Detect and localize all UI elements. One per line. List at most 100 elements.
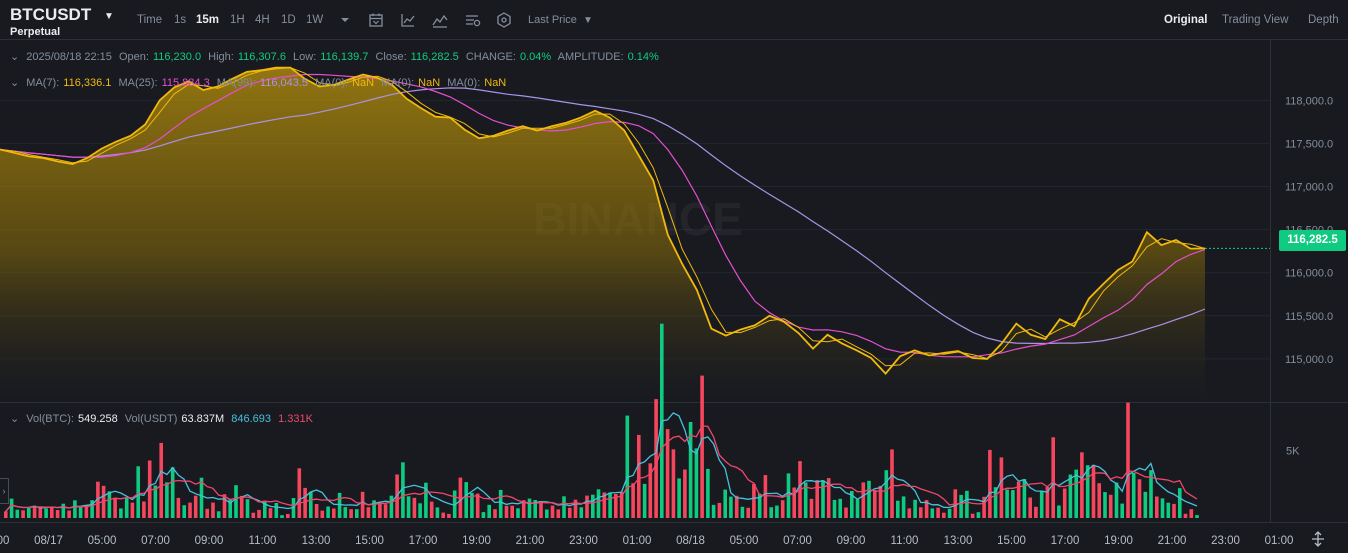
vol-ma10-value: 1.331K <box>278 413 313 425</box>
view-trading-view[interactable]: Trading View <box>1222 14 1289 26</box>
time-tick-label: 05:00 <box>88 535 117 547</box>
volume-bar <box>55 510 60 518</box>
chevron-right-icon[interactable]: › <box>0 478 9 504</box>
volume-bar <box>723 489 727 518</box>
volume-bar <box>487 504 491 518</box>
volume-bar <box>170 467 175 518</box>
close-value: 116,282.5 <box>410 51 459 63</box>
chevron-down-icon[interactable] <box>336 11 354 29</box>
volume-bar <box>579 507 584 518</box>
volume-bar <box>930 508 935 518</box>
ma99-line <box>0 87 1206 345</box>
volume-bar <box>591 494 595 518</box>
volume-bar <box>1022 479 1027 518</box>
collapse-chevron-icon[interactable]: ⌄ <box>10 51 20 63</box>
volume-bar <box>493 509 497 518</box>
timeframe-4h[interactable]: 4H <box>255 14 270 26</box>
volume-axis: 5K <box>1286 446 1300 458</box>
price-tick-label: 117,000.0 <box>1285 182 1333 194</box>
ma25-value: 115,884.3 <box>161 77 210 89</box>
volume-bar <box>665 429 670 518</box>
volume-bar <box>153 485 158 518</box>
ma7-label: MA(7): <box>26 77 60 89</box>
amplitude-value: 0.14% <box>627 51 659 63</box>
volume-bar <box>418 503 422 518</box>
time-tick-label: 19:00 <box>1104 535 1133 547</box>
ma0-value: NaN <box>484 77 507 89</box>
volume-bar <box>757 493 762 518</box>
ma-legend: ⌄ MA(7): 116,336.1 MA(25): 115,884.3 MA(99… <box>10 76 510 89</box>
ma99-value: 116,043.5 <box>259 77 309 89</box>
hexagon-settings-icon[interactable] <box>495 11 513 29</box>
ma0-label: MA(0): <box>447 77 481 89</box>
volume-bar <box>884 470 889 518</box>
volume-bar <box>96 481 100 518</box>
price-tick-label: 116,000.0 <box>1285 268 1333 280</box>
area-chart-icon[interactable] <box>431 11 449 29</box>
volume-bar <box>326 506 330 518</box>
volume-bar <box>550 505 555 518</box>
ma0-value: NaN <box>418 77 441 89</box>
time-tick-label: 21:00 <box>516 535 545 547</box>
view-original[interactable]: Original <box>1164 14 1208 26</box>
toolbar-divider <box>0 39 1348 40</box>
volume-bar <box>1080 452 1084 518</box>
volume-bar <box>677 478 681 518</box>
volume-bar <box>159 442 163 518</box>
volume-bar <box>602 492 607 518</box>
timeframe-15m[interactable]: 15m <box>196 14 220 26</box>
change-value: 0.04% <box>519 51 552 63</box>
volume-bar <box>746 507 750 518</box>
volume-bar <box>4 511 8 518</box>
collapse-chevron-icon[interactable]: ⌄ <box>10 413 20 425</box>
volume-bar <box>101 485 106 518</box>
timeframe-time[interactable]: Time <box>137 14 163 26</box>
volume-bar <box>1155 496 1159 518</box>
volume-bar <box>441 512 445 518</box>
last-price-tag: 116,282.5 <box>1279 230 1346 251</box>
time-tick-label: 17:00 <box>1051 535 1080 547</box>
time-axis: 00:00 08/17 05:00 07:00 09:00 11:00 13:00 15:00… <box>0 535 1293 547</box>
timeframe-1s[interactable]: 1s <box>174 14 187 26</box>
time-tick-label: 19:00 <box>462 535 491 547</box>
timeframe-1d[interactable]: 1D <box>281 14 296 26</box>
volume-bar <box>286 514 290 518</box>
volume-bar <box>303 487 307 518</box>
volume-bar <box>257 509 261 518</box>
volume-bar <box>188 502 192 518</box>
high-value: 116,307.6 <box>237 51 286 63</box>
volume-bar <box>1068 474 1073 518</box>
volume-bar <box>309 491 313 518</box>
price-type-label: Last Price <box>528 14 577 26</box>
volume-bar <box>176 497 181 518</box>
timeframe-1w[interactable]: 1W <box>306 14 324 26</box>
timeframe-1h[interactable]: 1H <box>230 14 245 26</box>
volume-ma-lines <box>5 412 1198 512</box>
line-chart-icon[interactable] <box>399 11 417 29</box>
volume-bar <box>700 375 704 518</box>
volume-bar <box>475 493 480 518</box>
auto-scale-icon[interactable] <box>1310 531 1326 547</box>
calendar-icon[interactable] <box>367 11 385 29</box>
volume-bar <box>556 509 561 518</box>
volume-bar <box>585 495 589 518</box>
volume-bar <box>734 495 739 518</box>
volume-bar <box>1074 469 1078 518</box>
symbol-name[interactable]: BTCUSDT <box>10 5 92 24</box>
volume-bar <box>780 500 785 518</box>
volume-bar <box>343 507 348 518</box>
volume-bar <box>763 475 768 518</box>
volume-legend: ⌄ Vol(BTC): 549.258 Vol(USDT) 63.837M 846.… <box>10 412 317 425</box>
volume-bar <box>372 500 376 518</box>
price-type-selector[interactable]: Last Price ▼ <box>528 14 593 26</box>
volume-bar <box>521 500 526 518</box>
collapse-chevron-icon[interactable]: ⌄ <box>10 77 20 89</box>
volume-bar <box>406 496 411 518</box>
high-label: High: <box>208 51 234 63</box>
volume-bar <box>809 498 814 518</box>
indicator-settings-icon[interactable] <box>464 11 482 29</box>
view-depth[interactable]: Depth <box>1308 14 1339 26</box>
volume-bar <box>539 501 543 518</box>
symbol-dropdown-caret-icon[interactable]: ▼ <box>104 11 114 22</box>
